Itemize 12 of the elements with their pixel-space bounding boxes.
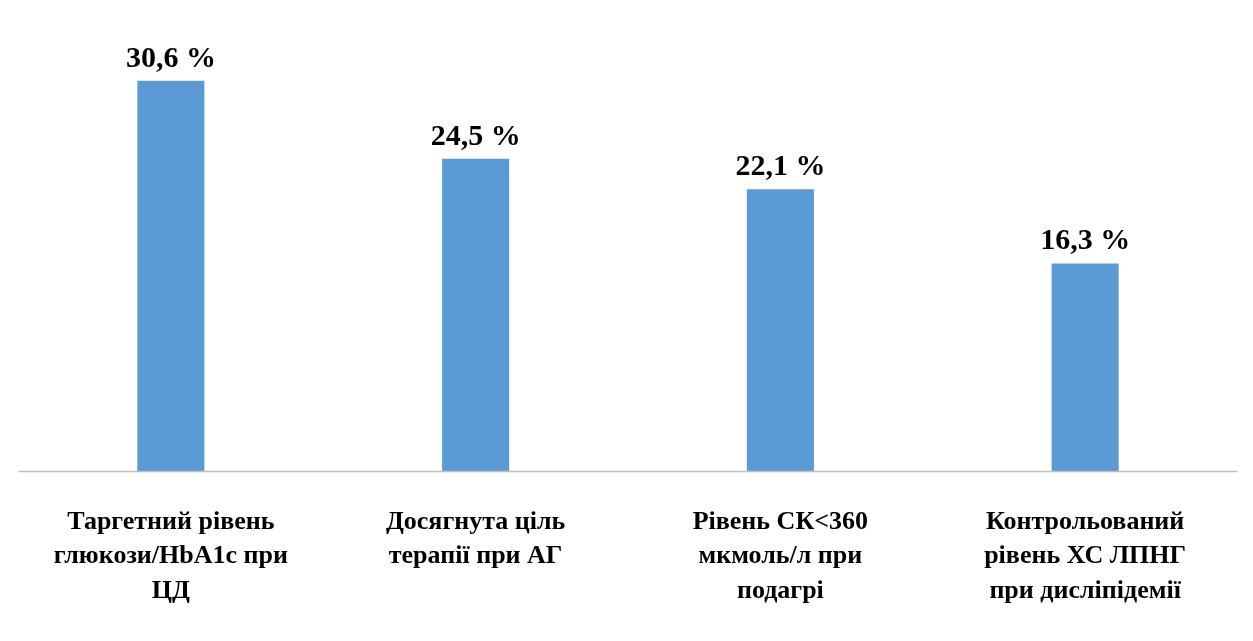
bar [746, 189, 814, 472]
bar [442, 158, 510, 472]
bar [137, 80, 205, 472]
x-tick-label: Контрольований рівень ХС ЛПНГ при дисліпідемії [984, 505, 1187, 605]
data-label: 30,6 % [125, 39, 216, 73]
data-label: 24,5 % [430, 117, 521, 151]
data-label: 16,3 % [1040, 222, 1131, 256]
x-tick-label: Таргетний рівень глюкози/HbA1c при ЦД [53, 505, 288, 605]
bar [1051, 263, 1119, 472]
data-label: 22,1 % [735, 148, 826, 182]
x-tick-label: Досягнута ціль терапії при АГ [385, 505, 566, 570]
x-tick-label: Рівень СК<360 мкмоль/л при подагрі [692, 505, 869, 605]
